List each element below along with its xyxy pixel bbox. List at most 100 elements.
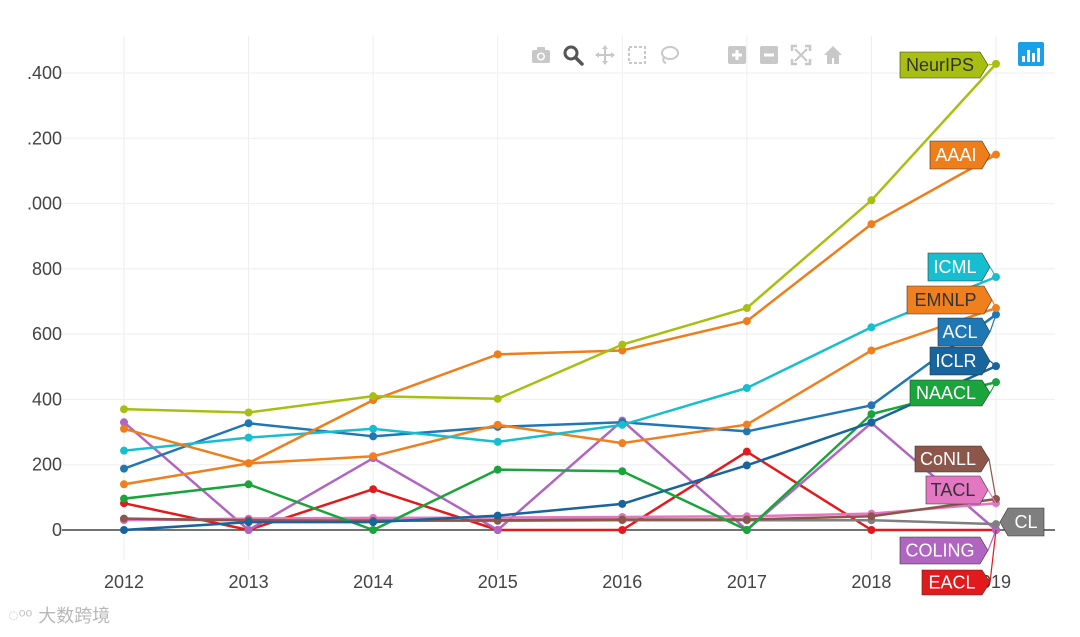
data-point [618, 346, 627, 355]
logo-bar [1032, 53, 1035, 62]
x-tick-label: 2017 [727, 572, 767, 592]
hover-label-box [929, 346, 991, 376]
data-point [867, 401, 876, 410]
data-point [244, 480, 253, 489]
plotly-logo[interactable] [1018, 42, 1044, 66]
data-point [618, 526, 627, 534]
data-point [867, 410, 876, 419]
hover-label-box [921, 569, 991, 596]
data-point [493, 350, 502, 359]
hover-label-eacl: EACL [921, 529, 997, 596]
hover-label-emnlp: EMNLP [906, 285, 997, 315]
series-iclr [120, 362, 1000, 534]
data-point [244, 433, 253, 442]
data-point [120, 526, 128, 534]
data-point [369, 432, 378, 441]
y-tick-label: 0 [52, 520, 62, 540]
hover-label-text: NeurIPS [906, 55, 974, 75]
data-point [618, 499, 627, 508]
home-icon[interactable] [820, 42, 846, 68]
zoom-out-icon[interactable] [756, 42, 782, 68]
data-point [120, 480, 128, 489]
hover-label-text: NAACL [916, 383, 976, 403]
data-point [867, 526, 876, 534]
hover-label-aaai: AAAI [929, 140, 997, 170]
hover-label-text: CoNLL [920, 449, 976, 469]
data-point [120, 494, 128, 503]
series-line [123, 501, 997, 522]
data-point [618, 467, 627, 476]
x-tick-label: 019 [981, 572, 1011, 592]
data-point [369, 526, 378, 534]
y-tick-label: .000 [27, 194, 62, 214]
data-point [742, 384, 751, 393]
data-point [867, 418, 876, 427]
hover-label-acl: ACL [937, 314, 997, 347]
hover-label-text: CL [1014, 512, 1037, 532]
data-point [742, 461, 751, 470]
wechat-icon: ◌ᵒᵒ [8, 604, 33, 625]
hover-label-text: EACL [928, 573, 975, 593]
data-point [867, 323, 876, 332]
hover-label-box [929, 140, 991, 170]
y-tick-label: 800 [32, 259, 62, 279]
data-point [618, 439, 627, 448]
hover-label-coling: COLING [899, 529, 997, 565]
hover-label-connector [989, 266, 997, 278]
hover-label-text: COLING [905, 541, 974, 561]
hover-label-connector [995, 521, 1001, 525]
data-point [742, 304, 751, 313]
hover-label-text: ICML [933, 257, 976, 277]
lasso-icon[interactable] [656, 42, 682, 68]
data-point [618, 420, 627, 429]
hover-label-box [899, 51, 989, 79]
hover-label-connector [991, 299, 997, 309]
data-point [120, 424, 128, 433]
watermark: ◌ᵒᵒ 大数跨境 [8, 602, 110, 628]
series-aaai [120, 150, 1000, 468]
hover-label-box [927, 252, 991, 282]
series-line [123, 364, 997, 532]
hover-label-cl: CL [995, 507, 1045, 537]
camera-icon[interactable] [528, 42, 554, 68]
modebar [528, 40, 846, 70]
logo-bar [1037, 48, 1040, 62]
data-point [120, 446, 128, 455]
y-tick-label: .200 [27, 128, 62, 148]
data-point [244, 419, 253, 428]
x-tick-label: 2018 [851, 572, 891, 592]
hover-label-connector [989, 360, 997, 367]
data-point [244, 526, 253, 534]
hover-label-box [909, 379, 991, 407]
data-point [742, 515, 751, 524]
hover-label-connector [989, 381, 997, 394]
hover-label-connector [987, 63, 997, 66]
series-neurips [120, 59, 1000, 417]
hover-label-connector [989, 529, 997, 583]
hover-label-neurips: NeurIPS [899, 51, 997, 79]
y-tick-label: .400 [27, 63, 62, 83]
x-tick-label: 2014 [353, 572, 393, 592]
autoscale-icon[interactable] [788, 42, 814, 68]
hover-label-box [925, 475, 989, 505]
box-select-icon[interactable] [624, 42, 650, 68]
zoom-in-icon[interactable] [724, 42, 750, 68]
data-point [493, 465, 502, 474]
hover-label-conll: CoNLL [914, 445, 997, 500]
data-point [493, 394, 502, 403]
pan-icon[interactable] [592, 42, 618, 68]
data-point [867, 512, 876, 521]
hover-label-connector [987, 529, 997, 551]
hover-label-text: ACL [942, 322, 977, 342]
data-point [493, 511, 502, 520]
data-point [369, 424, 378, 433]
hover-label-iclr: ICLR [929, 346, 997, 376]
x-tick-label: 2015 [478, 572, 518, 592]
hover-label-box [899, 536, 989, 565]
zoom-icon[interactable] [560, 42, 586, 68]
x-tick-label: 2016 [602, 572, 642, 592]
series-acl [120, 310, 1000, 473]
hover-label-text: TACL [931, 480, 976, 500]
data-point [120, 405, 128, 414]
